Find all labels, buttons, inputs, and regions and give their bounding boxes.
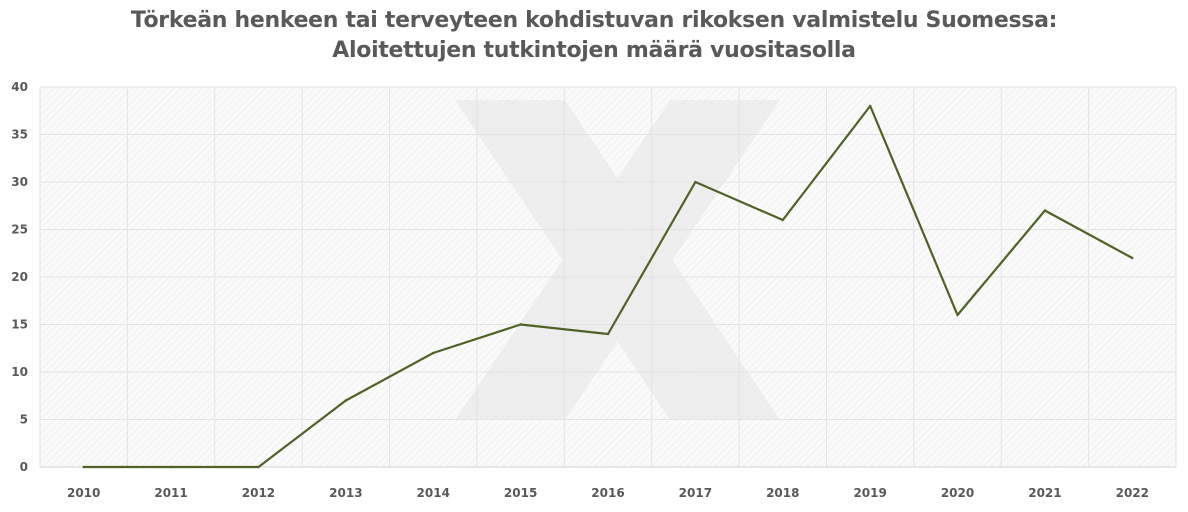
y-tick-label: 5 [20, 413, 28, 427]
data-point [82, 465, 85, 469]
data-point [1043, 209, 1047, 212]
y-tick-label: 20 [11, 270, 28, 284]
data-point [169, 465, 173, 469]
data-point [1131, 256, 1134, 260]
x-tick-label: 2014 [417, 486, 450, 500]
x-tick-label: 2019 [853, 486, 886, 500]
series-layer [82, 104, 1134, 469]
data-point [781, 218, 784, 222]
tick-labels: 0 5 10 15 20 25 30 35 40 2010 2011 2012 2013 2014 2015… [11, 80, 1149, 500]
data-point [868, 104, 872, 108]
y-tick-label: 40 [11, 80, 28, 94]
data-point [344, 399, 348, 402]
y-tick-label: 0 [20, 460, 28, 474]
data-point [257, 465, 260, 469]
data-point [606, 332, 610, 336]
x-tick-label: 2017 [679, 486, 712, 500]
y-tick-label: 30 [11, 175, 28, 189]
x-tick-label: 2020 [941, 486, 974, 500]
x-tick-label: 2013 [329, 486, 362, 500]
y-tick-label: 10 [11, 365, 28, 379]
x-tick-label: 2022 [1116, 486, 1149, 500]
x-tick-label: 2018 [766, 486, 799, 500]
y-tick-label: 15 [11, 318, 28, 332]
chart-title-line-2: Aloitettujen tutkintojen määrä vuositaso… [332, 38, 856, 63]
y-tick-label: 35 [11, 128, 28, 142]
x-tick-label: 2010 [67, 486, 100, 500]
chart-title: Törkeän henkeen tai terveyteen kohdistuv… [0, 6, 1188, 66]
x-tick-label: 2011 [154, 486, 187, 500]
data-point [519, 323, 522, 326]
data-point [694, 180, 697, 184]
chart-title-line-1: Törkeän henkeen tai terveyteen kohdistuv… [130, 8, 1058, 33]
x-tick-label: 2021 [1028, 486, 1061, 500]
y-tick-label: 25 [11, 223, 28, 237]
data-point [432, 351, 435, 355]
watermark-icon [455, 100, 780, 420]
data-point [956, 313, 959, 317]
x-tick-label: 2015 [504, 486, 537, 500]
x-tick-label: 2012 [242, 486, 275, 500]
x-tick-label: 2016 [591, 486, 624, 500]
